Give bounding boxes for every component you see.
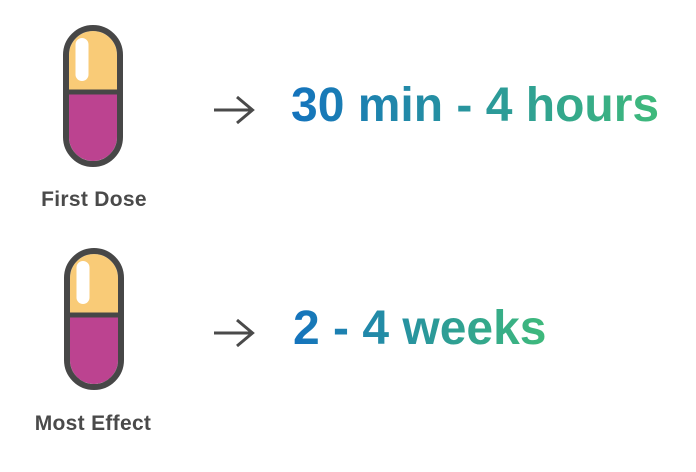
- capsule-pill-icon: [64, 248, 124, 390]
- right-arrow-icon: [212, 93, 256, 132]
- pill-figure: [64, 248, 124, 390]
- duration-value: 30 min - 4 hours: [291, 79, 660, 132]
- pill-label: Most Effect: [34, 412, 152, 435]
- pill-shine-highlight: [76, 261, 90, 304]
- capsule-pill-icon: [63, 25, 123, 167]
- right-arrow-icon: [212, 316, 256, 355]
- pill-label: First Dose: [41, 188, 147, 211]
- duration-value: 2 - 4 weeks: [293, 302, 547, 355]
- pill-shine-highlight: [75, 38, 89, 81]
- pill-figure: [63, 25, 123, 167]
